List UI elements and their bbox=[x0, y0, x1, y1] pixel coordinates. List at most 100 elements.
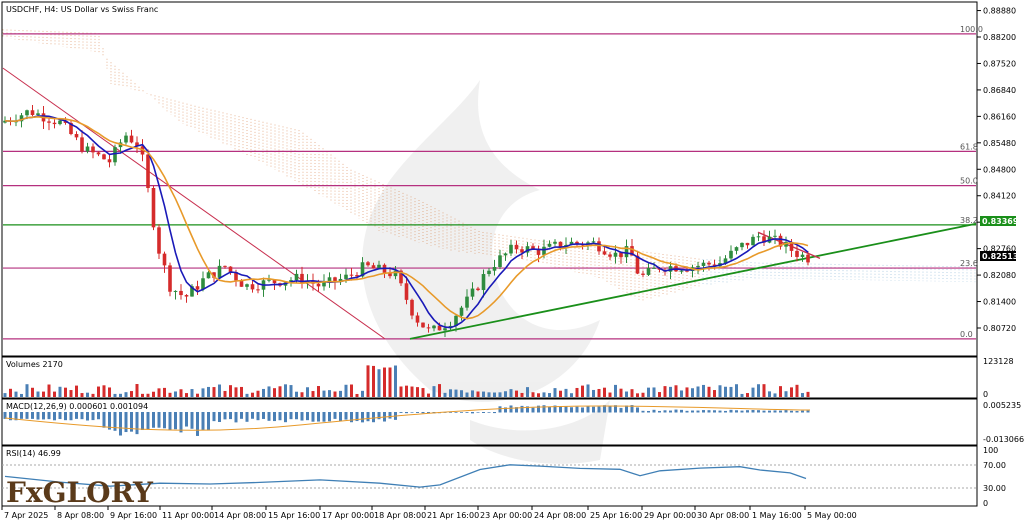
macd-bar bbox=[608, 405, 612, 413]
volume-bar bbox=[779, 386, 782, 397]
macd-bar bbox=[790, 410, 793, 413]
time-tick-label: 21 Apr 16:00 bbox=[427, 511, 479, 520]
volume-bar bbox=[361, 390, 364, 397]
candle-body bbox=[454, 315, 458, 326]
time-tick-label: 11 Apr 00:00 bbox=[162, 511, 214, 520]
macd-bar bbox=[64, 412, 67, 421]
candle-body bbox=[349, 274, 354, 276]
macd-bar bbox=[223, 412, 227, 420]
volume-bar bbox=[174, 391, 177, 397]
volume-bar bbox=[735, 384, 738, 397]
candle-body bbox=[404, 283, 409, 300]
volume-bar bbox=[537, 393, 540, 397]
fib-label: 50.0 bbox=[960, 177, 978, 186]
macd-bar bbox=[493, 412, 496, 414]
candle-body bbox=[399, 270, 403, 284]
volume-bar bbox=[86, 392, 89, 397]
candle-body bbox=[514, 244, 519, 250]
candle-body bbox=[789, 241, 794, 251]
volume-bar bbox=[9, 388, 12, 397]
volume-bar bbox=[746, 393, 749, 397]
candle-body bbox=[432, 325, 436, 329]
macd-bar bbox=[47, 412, 51, 420]
level-tag-bg bbox=[980, 216, 1016, 226]
volume-bar bbox=[630, 389, 634, 397]
volume-bar bbox=[322, 390, 326, 397]
candle-body bbox=[228, 266, 233, 273]
price-tick-label: 0.84120 bbox=[983, 192, 1016, 201]
macd-bar bbox=[25, 412, 29, 419]
macd-bar bbox=[410, 412, 414, 413]
candle-body bbox=[360, 262, 365, 277]
macd-bar bbox=[300, 412, 304, 421]
macd-bar bbox=[498, 406, 502, 413]
time-tick-label: 1 May 16:00 bbox=[752, 511, 802, 520]
candle-body bbox=[91, 146, 95, 153]
volume-bar bbox=[454, 389, 458, 397]
volume-bar bbox=[647, 387, 650, 397]
fib-label: 23.6 bbox=[960, 259, 978, 268]
macd-bar bbox=[256, 412, 260, 421]
volume-bar bbox=[190, 389, 194, 397]
macd-bar bbox=[262, 412, 265, 419]
volume-bar bbox=[36, 391, 40, 397]
ichimoku-cloud bbox=[2, 29, 976, 301]
volume-bar bbox=[476, 391, 480, 397]
volume-bar bbox=[625, 391, 628, 397]
price-tick-label: 0.88200 bbox=[983, 33, 1016, 42]
volume-bar bbox=[460, 390, 463, 397]
macd-bar bbox=[471, 412, 474, 414]
macd-bar bbox=[575, 406, 579, 413]
volume-bar bbox=[289, 385, 293, 397]
macd-bar bbox=[245, 412, 249, 422]
candle-body bbox=[459, 307, 464, 316]
macd-bar bbox=[278, 412, 282, 421]
volume-bar bbox=[344, 384, 348, 397]
candle-body bbox=[608, 254, 612, 257]
macd-bar bbox=[718, 410, 722, 413]
candle-body bbox=[201, 278, 205, 290]
volume-bar bbox=[586, 384, 590, 397]
rsi-axis-70: 70.00 bbox=[983, 461, 1006, 470]
candle-body bbox=[503, 253, 508, 256]
volume-bar bbox=[762, 384, 766, 397]
macd-axis-top: 0.005235 bbox=[983, 401, 1021, 410]
candle-body bbox=[734, 247, 739, 251]
candle-body bbox=[151, 187, 156, 228]
macd-bar bbox=[355, 412, 359, 422]
price-tick-label: 0.82080 bbox=[983, 271, 1016, 280]
macd-bar bbox=[597, 406, 601, 413]
time-tick-label: 18 Apr 08:00 bbox=[374, 511, 426, 520]
volume-bars bbox=[3, 365, 810, 397]
volume-bar bbox=[80, 393, 84, 397]
candle-body bbox=[195, 286, 200, 290]
candle-body bbox=[602, 251, 607, 255]
macd-bar bbox=[168, 412, 172, 431]
volume-bar bbox=[669, 386, 672, 397]
macd-bar bbox=[36, 412, 40, 420]
volume-bar bbox=[553, 388, 557, 397]
price-tick-label: 0.84800 bbox=[983, 165, 1016, 174]
candle-body bbox=[245, 284, 249, 287]
volume-bar bbox=[350, 384, 353, 397]
volume-bar bbox=[306, 387, 309, 397]
candle-body bbox=[751, 236, 755, 246]
price-tick-label: 0.81400 bbox=[983, 298, 1016, 307]
macd-bar bbox=[102, 412, 106, 428]
candle-body bbox=[476, 288, 480, 291]
candle-body bbox=[635, 255, 640, 274]
candle-body bbox=[723, 258, 728, 264]
volume-bar bbox=[394, 365, 397, 397]
macd-bar bbox=[113, 412, 117, 431]
candle-body bbox=[366, 262, 370, 266]
rsi-path bbox=[4, 464, 807, 488]
candle-body bbox=[630, 246, 634, 256]
macd-bar bbox=[520, 405, 524, 413]
macd-bar bbox=[317, 412, 320, 422]
volume-bar bbox=[449, 389, 452, 397]
volume-bar bbox=[20, 393, 23, 397]
volume-bar bbox=[795, 384, 799, 397]
fib-label: 38.2 bbox=[960, 216, 978, 225]
volume-bar bbox=[438, 384, 441, 397]
volume-bar bbox=[146, 393, 150, 397]
